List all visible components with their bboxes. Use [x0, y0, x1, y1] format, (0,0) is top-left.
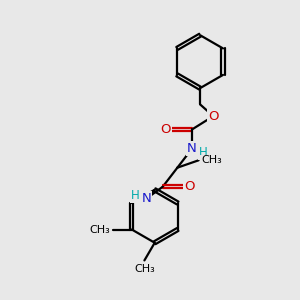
Text: H: H	[199, 146, 208, 159]
Text: O: O	[208, 110, 219, 123]
Text: O: O	[184, 180, 194, 193]
Text: CH₃: CH₃	[201, 155, 222, 165]
Text: N: N	[187, 142, 197, 155]
Text: CH₃: CH₃	[89, 224, 110, 235]
Text: O: O	[160, 123, 171, 136]
Text: H: H	[131, 189, 140, 202]
Text: CH₃: CH₃	[134, 264, 155, 274]
Text: N: N	[142, 192, 151, 205]
